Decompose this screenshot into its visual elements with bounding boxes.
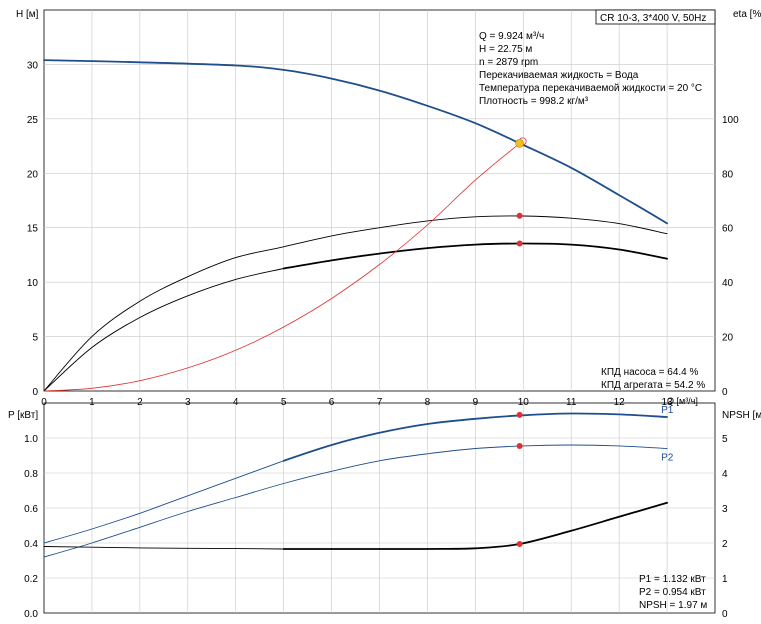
top-right-tick-label: 20 — [722, 333, 734, 344]
top-series-line-0 — [43, 59, 668, 225]
top-left-axis-label: H [м] — [16, 9, 39, 20]
bottom-left-axis-label: P [кВт] — [8, 410, 38, 421]
bottom-series-line-2 — [43, 444, 668, 558]
top-right-tick-label: 80 — [722, 169, 734, 180]
top-series — [43, 59, 668, 392]
bottom-operating-marker — [516, 541, 523, 548]
bottom-left-tick-label: 0.8 — [24, 469, 38, 480]
info-liquid: Перекачиваемая жидкость = Вода — [479, 70, 639, 81]
bottom-left-tick-label: 0.6 — [24, 504, 38, 515]
x-tick-label: 10 — [518, 397, 530, 408]
bottom-left-tick-label: 0.4 — [24, 539, 38, 550]
x-tick-label: 9 — [473, 397, 479, 408]
top-left-tick-label: 10 — [27, 278, 39, 289]
operating-point-marker — [515, 139, 524, 148]
info-unit-efficiency: КПД агрегата = 54.2 % — [601, 380, 705, 391]
top-right-tick-label: 40 — [722, 278, 734, 289]
top-right-tick-label: 60 — [722, 224, 734, 235]
info-p2: P2 = 0.954 кВт — [639, 587, 706, 598]
top-left-tick-label: 0 — [32, 387, 38, 398]
bottom-series: P1 P2 — [43, 405, 674, 558]
x-tick-label: 2 — [137, 397, 143, 408]
bottom-left-tick-label: 0.2 — [24, 574, 38, 585]
x-tick-label: 4 — [233, 397, 239, 408]
bottom-left-tick-label: 1.0 — [24, 434, 38, 445]
info-n: n = 2879 rpm — [479, 57, 538, 68]
series-label-p1: P1 — [661, 405, 674, 416]
top-right-tick-label: 0 — [722, 387, 728, 398]
top-series-line-4 — [43, 142, 520, 392]
bottom-grid — [44, 403, 715, 613]
x-tick-label: 11 — [566, 397, 577, 408]
info-pump-efficiency: КПД насоса = 64.4 % — [601, 367, 699, 378]
x-tick-label: 6 — [329, 397, 335, 408]
x-tick-label: 7 — [377, 397, 383, 408]
info-q: Q = 9.924 м³/ч — [479, 31, 544, 42]
top-grid — [44, 10, 715, 391]
top-right-axis-label: eta [%] — [733, 9, 761, 20]
info-p1: P1 = 1.132 кВт — [639, 574, 706, 585]
top-left-tick-label: 5 — [32, 333, 38, 344]
info-npsh: NPSH = 1.97 м — [639, 600, 707, 611]
top-right-tick-label: 100 — [722, 115, 739, 126]
top-x-axis-label: Q [м³/ч] — [667, 396, 698, 406]
top-series-line-3 — [43, 268, 285, 392]
x-tick-label: 1 — [89, 397, 95, 408]
bottom-operating-marker — [516, 411, 523, 418]
bottom-operating-marker — [516, 443, 523, 450]
chart-title: CR 10-3, 3*400 V, 50Hz — [600, 13, 706, 24]
bottom-right-tick-label: 0 — [722, 609, 728, 620]
top-series-line-2 — [282, 242, 668, 270]
bottom-series-line-1 — [282, 412, 668, 462]
bottom-series-line-3 — [43, 546, 285, 550]
title-box — [595, 9, 716, 25]
top-left-tick-label: 15 — [27, 224, 39, 235]
x-tick-label: 3 — [185, 397, 191, 408]
x-tick-label: 12 — [614, 397, 626, 408]
bottom-right-tick-label: 2 — [722, 539, 728, 550]
axis-ticks: 0 1 2 3 4 5 6 7 8 9 10 11 12 130510152025300204060801… — [24, 60, 739, 620]
top-series-line-1 — [43, 215, 668, 392]
info-density: Плотность = 998.2 кг/м³ — [479, 96, 589, 107]
bottom-series-line-4 — [282, 501, 668, 550]
bottom-right-tick-label: 4 — [722, 469, 728, 480]
info-h: H = 22.75 м — [479, 44, 532, 55]
x-tick-label: 5 — [281, 397, 287, 408]
bottom-series-line-0 — [43, 460, 285, 544]
bottom-right-axis-label: NPSH [м] — [722, 410, 761, 421]
top-operating-marker — [516, 212, 523, 219]
x-tick-label: 8 — [425, 397, 431, 408]
x-tick-label: 13 — [662, 397, 674, 408]
top-left-tick-label: 20 — [27, 169, 39, 180]
bottom-right-tick-label: 1 — [722, 574, 728, 585]
bottom-left-tick-label: 0.0 — [24, 609, 38, 620]
info-temperature: Температура перекачиваемой жидкости = 20… — [479, 83, 702, 94]
top-left-tick-label: 25 — [27, 115, 39, 126]
top-operating-marker — [516, 240, 523, 247]
x-tick-label: 0 — [41, 397, 47, 408]
series-label-p2: P2 — [661, 453, 674, 464]
bottom-right-tick-label: 5 — [722, 434, 728, 445]
bottom-right-tick-label: 3 — [722, 504, 728, 515]
top-left-tick-label: 30 — [27, 60, 39, 71]
